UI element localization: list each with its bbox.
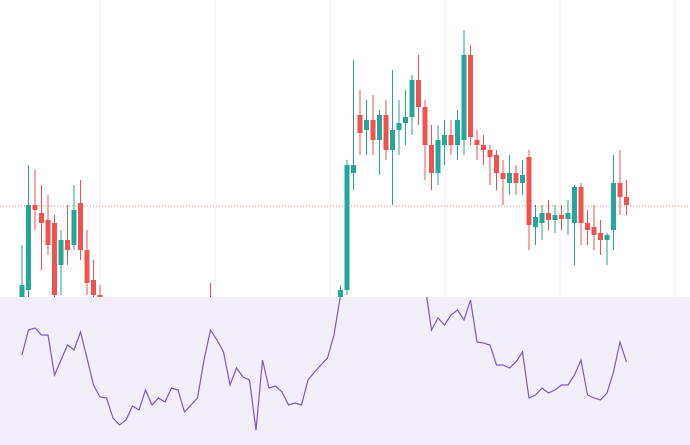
- candle-body: [572, 187, 577, 223]
- candle-body: [598, 233, 603, 240]
- candle-body: [481, 145, 486, 150]
- candle-body: [52, 223, 57, 295]
- candle-body: [416, 80, 421, 107]
- candle-body: [377, 115, 382, 140]
- candle-body: [435, 140, 441, 173]
- candle-body: [500, 173, 506, 179]
- candle-body: [65, 240, 70, 250]
- candle-body: [604, 235, 610, 240]
- grid: [99, 0, 676, 297]
- candle-body: [578, 187, 584, 223]
- candle-body: [19, 285, 25, 305]
- candle-body: [474, 140, 480, 145]
- candle-body: [565, 213, 571, 219]
- candle-body: [383, 115, 389, 150]
- candle-body: [390, 130, 395, 150]
- candle-body: [442, 135, 447, 145]
- candle-body: [351, 165, 356, 173]
- candle-body: [32, 205, 38, 210]
- candle-body: [396, 123, 402, 130]
- candle-body: [468, 55, 473, 137]
- candle-body: [494, 155, 499, 173]
- candle-body: [429, 145, 434, 173]
- candle-body: [58, 240, 64, 265]
- candle-body: [591, 227, 597, 235]
- candle-body: [585, 223, 590, 230]
- candle-body: [533, 217, 538, 227]
- candle-body: [559, 215, 564, 219]
- candle-body: [91, 280, 96, 295]
- candle-body: [370, 120, 376, 140]
- candle-body: [611, 183, 616, 230]
- indicator-panel: [0, 297, 690, 445]
- candle-body: [461, 55, 467, 140]
- indicator-line: [21, 297, 628, 431]
- candle-body: [364, 120, 369, 130]
- candle-body: [624, 197, 629, 205]
- candle-body: [526, 157, 532, 225]
- candle-body: [455, 120, 460, 145]
- candle-body: [520, 175, 525, 183]
- candle-body: [78, 203, 83, 250]
- candle-body: [507, 173, 512, 183]
- candle-body: [357, 115, 363, 133]
- candle-body: [422, 107, 428, 145]
- candle-body: [344, 165, 350, 290]
- candle-body: [487, 150, 493, 157]
- candle-body: [71, 210, 77, 245]
- candle-body: [338, 290, 343, 303]
- candle-body: [513, 173, 519, 183]
- candle-body: [84, 250, 90, 283]
- candle-body: [409, 80, 415, 117]
- candle-body: [39, 213, 44, 223]
- candle-body: [617, 183, 623, 197]
- candle-body: [26, 205, 31, 290]
- candle-body: [546, 213, 551, 220]
- candle-body: [403, 117, 408, 123]
- candle-body: [552, 215, 558, 220]
- candle-body: [539, 213, 545, 223]
- candle-body: [448, 135, 454, 145]
- candle-body: [45, 220, 51, 245]
